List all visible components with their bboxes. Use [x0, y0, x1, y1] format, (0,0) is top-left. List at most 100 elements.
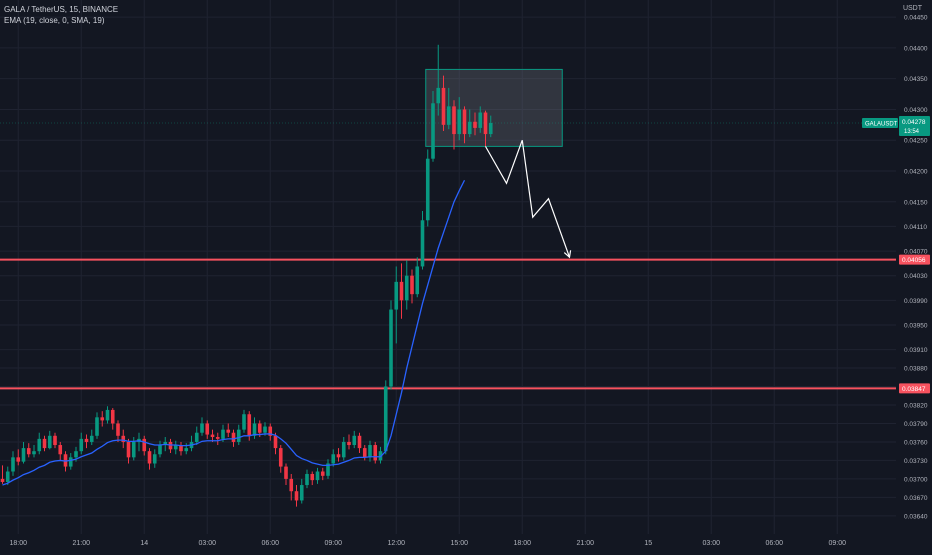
- candle-body: [11, 457, 15, 472]
- candle-body: [147, 451, 152, 464]
- symbol-badge: [862, 117, 898, 128]
- candle-body: [394, 281, 399, 310]
- candle: [462, 106, 467, 144]
- candle: [205, 420, 210, 439]
- candle-body: [210, 434, 215, 438]
- last-price-label: 0.04278: [902, 119, 926, 126]
- candle: [210, 429, 215, 442]
- candle-body: [289, 478, 294, 492]
- candle: [226, 423, 231, 438]
- candle-body: [473, 121, 477, 128]
- y-tick-label: 0.04030: [904, 273, 928, 280]
- candle: [457, 97, 462, 141]
- candle-body: [436, 87, 441, 104]
- candle: [215, 432, 220, 446]
- candle: [478, 106, 483, 133]
- candle: [126, 438, 131, 464]
- x-tick-label: 12:00: [387, 540, 405, 547]
- candle-body: [116, 423, 120, 436]
- candle: [425, 149, 430, 227]
- y-tick-label: 0.03790: [904, 421, 928, 428]
- candle: [95, 412, 99, 439]
- candle-body: [488, 122, 493, 135]
- candle: [446, 87, 451, 130]
- x-tick-label: 09:00: [828, 540, 846, 547]
- x-tick-label: 18:00: [9, 540, 27, 547]
- candle-body: [47, 435, 52, 449]
- candle: [415, 257, 420, 298]
- candle-body: [273, 435, 278, 449]
- candle: [488, 115, 493, 138]
- candle-body: [452, 106, 456, 135]
- candle-body: [268, 426, 273, 436]
- candle: [289, 473, 294, 501]
- candle: [452, 100, 456, 150]
- candle: [47, 430, 52, 450]
- candle: [352, 430, 357, 449]
- x-tick-label: 09:00: [324, 540, 342, 547]
- projection-arrow-path: [484, 140, 571, 258]
- ema-indicator-label[interactable]: EMA (19, close, 0, SMA, 19): [4, 16, 105, 25]
- candle: [242, 409, 246, 433]
- candle-body: [257, 423, 262, 433]
- grid-lines: [0, 0, 896, 534]
- candle-body: [184, 448, 189, 452]
- range-box: [425, 68, 563, 147]
- candle-body: [425, 158, 430, 221]
- candle: [173, 440, 178, 455]
- candle-body: [89, 435, 94, 442]
- candle-body: [462, 109, 467, 135]
- candle: [315, 467, 320, 484]
- candle-body: [126, 441, 131, 458]
- candle: [252, 417, 257, 439]
- candle-body: [42, 438, 47, 449]
- candle: [399, 263, 404, 319]
- symbol-badge-label: GALAUSDT: [865, 121, 898, 127]
- candle: [194, 426, 199, 446]
- candle: [84, 434, 89, 449]
- candle-body: [179, 445, 183, 452]
- symbol-title[interactable]: GALA / TetherUS, 15, BINANCE: [4, 5, 119, 14]
- candle-body: [226, 429, 231, 433]
- candle-body: [404, 275, 409, 301]
- candle-body: [215, 437, 220, 439]
- candle-body: [0, 478, 5, 482]
- candle: [357, 432, 362, 454]
- candle-body: [294, 491, 299, 501]
- y-tick-label: 0.04250: [904, 138, 928, 145]
- candle-body: [320, 471, 325, 476]
- candle-body: [478, 112, 483, 128]
- candle: [79, 432, 84, 455]
- y-tick-label: 0.04350: [904, 76, 928, 83]
- y-tick-label: 0.04450: [904, 15, 928, 22]
- candle-body: [79, 438, 84, 452]
- candle: [26, 443, 31, 458]
- candle: [467, 109, 472, 138]
- candle: [278, 445, 283, 473]
- candle-body: [68, 457, 73, 467]
- y-tick-label: 0.04110: [904, 224, 927, 231]
- candle-body: [247, 414, 252, 436]
- candle: [110, 408, 115, 430]
- candle-body: [305, 473, 309, 486]
- y-tick-label: 0.03950: [904, 322, 928, 329]
- candle-body: [399, 281, 404, 301]
- candle: [142, 435, 147, 456]
- candle: [373, 441, 378, 464]
- chart-legend: GALA / TetherUS, 15, BINANCE EMA (19, cl…: [4, 4, 118, 26]
- candle: [0, 465, 5, 484]
- candle-body: [236, 429, 241, 442]
- candle-body: [173, 445, 178, 450]
- candle: [116, 420, 120, 442]
- x-axis: 18:00 21:00 14 03:00 06:00 09:00 12:00 15:00 18:…: [9, 540, 846, 547]
- candle-body: [410, 275, 414, 295]
- x-tick-label: 03:00: [198, 540, 216, 547]
- candle: [42, 435, 47, 452]
- y-tick-label: 0.04200: [904, 169, 928, 176]
- candle-body: [95, 417, 99, 436]
- candle-body: [58, 445, 63, 455]
- x-tick-label: 15: [644, 540, 652, 547]
- candle-body: [100, 417, 105, 421]
